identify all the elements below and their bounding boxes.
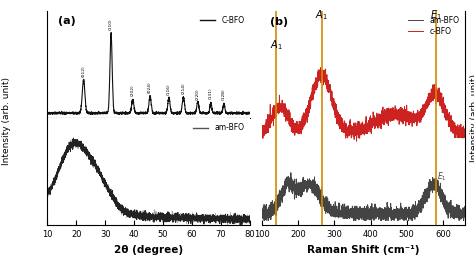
Legend: C-BFO: C-BFO (199, 14, 246, 27)
am-BFO (337, 214, 343, 217)
X-axis label: 2θ (degree): 2θ (degree) (114, 244, 183, 255)
Text: (214): (214) (182, 82, 185, 94)
Text: (110): (110) (109, 18, 113, 30)
Text: (a): (a) (57, 16, 75, 26)
Legend: am-BFO: am-BFO (191, 122, 246, 134)
Legend: am-BFO, c-BFO: am-BFO, c-BFO (406, 14, 461, 37)
Text: (116): (116) (167, 83, 171, 95)
am-BFO (436, 188, 442, 191)
am-BFO (288, 171, 294, 174)
Text: (b): (b) (270, 17, 288, 27)
c-BFO (283, 114, 288, 117)
Text: (131): (131) (209, 87, 213, 99)
Text: $E_1$: $E_1$ (437, 170, 447, 183)
c-BFO (346, 130, 351, 133)
Text: $E_1$: $E_1$ (430, 8, 441, 22)
c-BFO (259, 136, 265, 139)
am-BFO (283, 185, 288, 188)
Y-axis label: Intensity (arb. unit): Intensity (arb. unit) (470, 74, 474, 162)
am-BFO (462, 205, 467, 208)
c-BFO (337, 122, 343, 125)
c-BFO (436, 95, 442, 98)
Text: Intensity (arb. unit): Intensity (arb. unit) (2, 77, 11, 165)
c-BFO (294, 126, 300, 130)
c-BFO (462, 130, 467, 133)
Text: (128): (128) (222, 89, 226, 100)
am-BFO (261, 219, 267, 222)
c-BFO (354, 140, 359, 143)
Text: (024): (024) (148, 81, 152, 93)
X-axis label: Raman Shift (cm⁻¹): Raman Shift (cm⁻¹) (307, 244, 419, 255)
Text: (202): (202) (131, 85, 135, 96)
Line: am-BFO: am-BFO (262, 173, 465, 221)
c-BFO (318, 66, 324, 69)
Text: $A_1$: $A_1$ (270, 38, 283, 52)
am-BFO (294, 188, 300, 191)
am-BFO (458, 211, 464, 214)
Text: $A_1$: $A_1$ (315, 8, 328, 22)
Text: (012): (012) (82, 65, 86, 77)
am-BFO (346, 209, 351, 213)
Line: c-BFO: c-BFO (262, 68, 465, 141)
am-BFO (259, 212, 265, 215)
c-BFO (458, 135, 464, 138)
Text: (220): (220) (196, 88, 200, 100)
